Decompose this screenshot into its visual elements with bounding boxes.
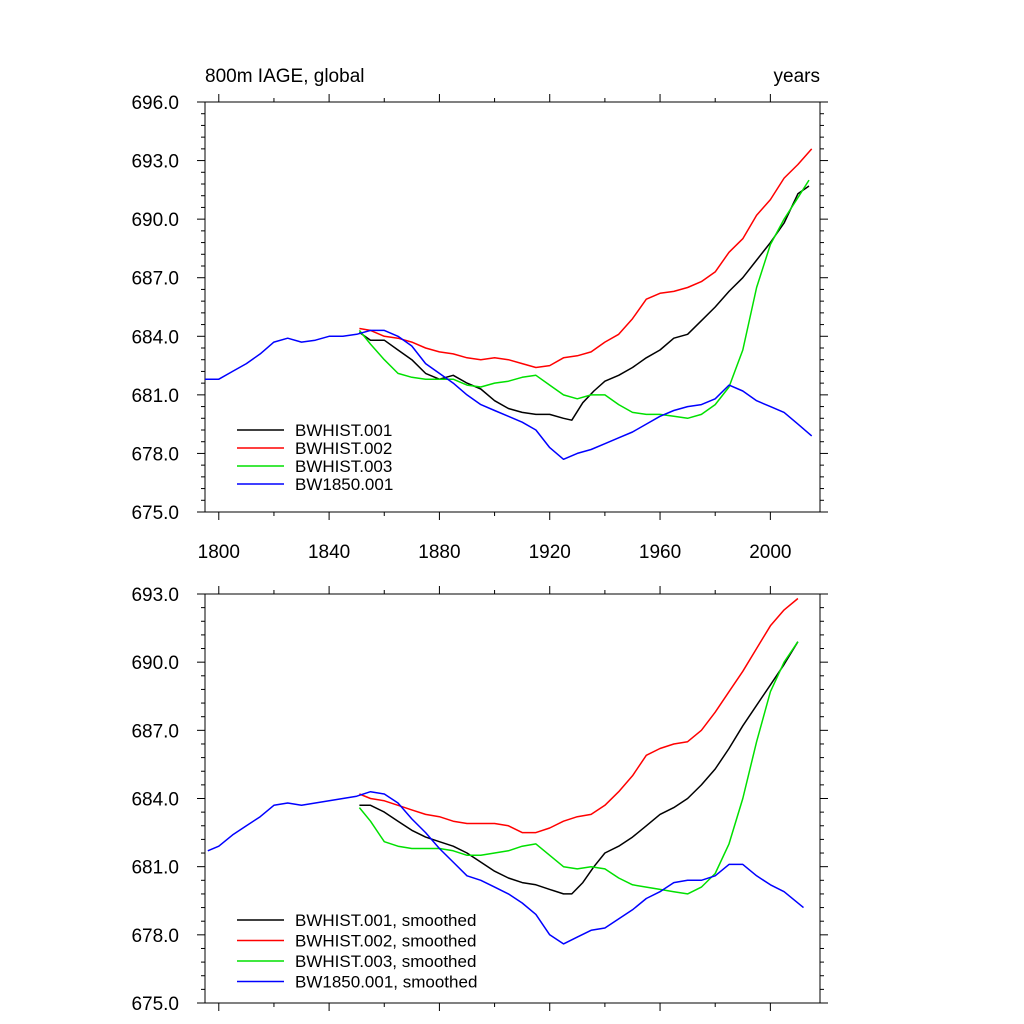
series-line-bwhist-001 [358,185,810,421]
series-line-bw1850-001 [207,790,804,945]
legend-label: BWHIST.002, smoothed [295,932,476,951]
series-line-bw1850-001 [205,329,813,461]
y-tick-label: 687.0 [131,721,179,742]
series-line-bwhist-003 [358,641,799,895]
legend-label: BWHIST.001 [295,421,392,440]
legend-label: BW1850.001 [295,475,393,494]
y-tick-label: 684.0 [131,327,179,348]
y-tick-label: 690.0 [131,210,179,231]
y-tick-label: 696.0 [131,93,179,114]
legend: BWHIST.001, smoothed BWHIST.002, smoothed… [237,911,477,992]
top-panel: 800m IAGE, global years 675.0 678.0 681.0 6… [131,66,828,563]
y-tick-label: 687.0 [131,269,179,290]
y-tick-label: 693.0 [131,152,179,173]
legend-label: BWHIST.001, smoothed [295,911,476,930]
legend-label: BWHIST.003 [295,457,392,476]
x-tick-label: 2000 [749,542,791,563]
y-tick-label: 690.0 [131,653,179,674]
y-tick-label: 678.0 [131,444,179,465]
series-line-bwhist-001 [359,641,799,895]
y-tick-label: 681.0 [131,386,179,407]
bottom-panel: 675.0 678.0 681.0 684.0 687.0 690.0 693.0 BWHIS… [131,585,828,1015]
y-tick-label: 675.0 [131,994,179,1015]
x-tick-label: 1880 [418,542,460,563]
series-line-bwhist-003 [358,179,810,420]
x-tick-label: 1800 [198,542,240,563]
top-panel-title: 800m IAGE, global [205,66,364,87]
y-tick-label: 684.0 [131,790,179,811]
y-tick-label: 675.0 [131,503,179,524]
top-panel-units: years [774,66,820,87]
y-tick-label: 693.0 [131,585,179,606]
x-tick-label: 1960 [639,542,681,563]
x-tick-label: 1920 [529,542,571,563]
y-tick-label: 678.0 [131,926,179,947]
legend-label: BWHIST.002 [295,439,392,458]
legend-label: BW1850.001, smoothed [295,973,477,992]
legend-label: BWHIST.003, smoothed [295,952,476,971]
y-tick-label: 681.0 [131,858,179,879]
series-line-bwhist-002 [359,597,799,834]
x-tick-label: 1840 [308,542,350,563]
plot-frame [204,101,821,513]
series-line-bwhist-002 [359,148,813,369]
